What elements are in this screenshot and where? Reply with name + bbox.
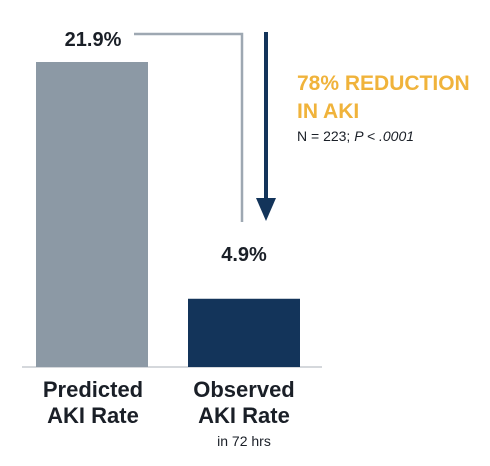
category-label-observed-line1: Observed xyxy=(193,377,295,402)
value-label-observed: 4.9% xyxy=(221,244,267,266)
category-label-predicted-line1: Predicted xyxy=(42,377,144,402)
stat-p-value: P < .0001 xyxy=(354,128,415,144)
reduction-arrow xyxy=(256,32,276,221)
comparison-connector xyxy=(134,32,244,222)
value-label-predicted: 21.9% xyxy=(64,29,122,51)
reduction-annotation-stat: N = 223; P < .0001 xyxy=(297,128,487,144)
category-label-predicted: Predicted AKI Rate xyxy=(10,377,176,429)
reduction-annotation-line1: 78% REDUCTION xyxy=(297,72,470,95)
category-label-observed-line2: AKI Rate xyxy=(198,403,290,428)
bar-observed xyxy=(188,298,300,367)
bars-group xyxy=(36,62,300,367)
category-label-predicted-line2: AKI Rate xyxy=(47,403,139,428)
bar-predicted xyxy=(36,62,148,367)
reduction-arrow-head xyxy=(256,198,276,221)
category-note-observed: in 72 hrs xyxy=(217,433,271,449)
reduction-annotation-line2: IN AKI xyxy=(297,100,360,123)
stat-sample-size: N = 223; xyxy=(297,128,355,144)
category-label-observed: Observed AKI Rate xyxy=(161,377,327,429)
reduction-annotation-title: 78% REDUCTION IN AKI xyxy=(297,70,487,126)
